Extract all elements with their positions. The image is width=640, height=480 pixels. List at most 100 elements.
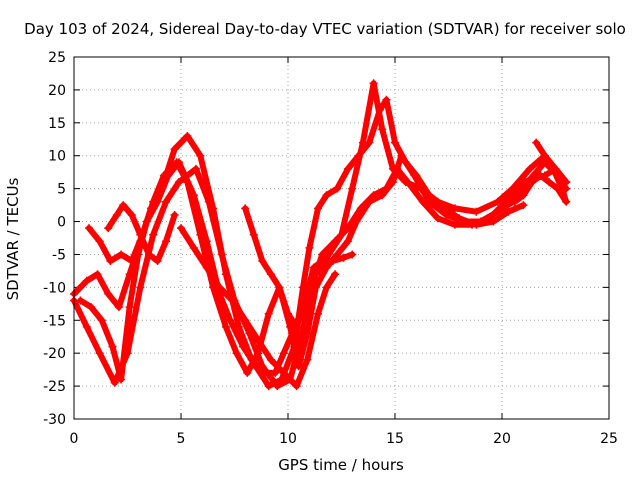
data-point [251,362,260,371]
y-tick-label: -10 [43,280,66,296]
data-point [378,125,387,134]
data-point [502,194,511,203]
data-point [226,316,235,325]
data-point [192,164,200,173]
data-point [292,322,301,331]
data-point [266,270,275,279]
x-tick-label: 20 [493,431,511,447]
data-point [95,349,104,358]
data-point [348,250,357,259]
data-point [112,211,121,219]
data-point [433,214,442,223]
data-point [532,138,541,147]
data-point [177,224,185,233]
data-point [324,250,333,259]
data-point [221,270,230,279]
y-tick-label: 0 [57,215,66,231]
y-axis-label: SDTVAR / TECUs [4,177,22,300]
data-point [525,164,534,173]
data-point [378,191,387,200]
data-point [125,303,134,312]
data-point [284,309,292,318]
data-point [303,355,312,364]
data-point [528,178,536,187]
data-point [119,201,128,210]
data-point [328,257,337,265]
data-point [489,217,498,226]
data-point [322,283,331,292]
data-point [189,243,198,252]
x-tick-label: 0 [70,431,79,447]
x-tick-label: 5 [177,431,186,447]
data-point [258,257,267,265]
data-point [97,316,106,325]
data-point [333,184,342,193]
data-point [493,207,502,216]
series-track-8 [503,139,570,205]
data-point [117,375,126,384]
data-point [472,207,481,216]
data-point [264,309,273,318]
data-point [314,309,322,318]
data-point [117,250,126,259]
x-axis-label: GPS time / hours [278,456,404,474]
data-point [440,204,449,213]
data-point [540,151,549,160]
data-point [87,303,96,312]
data-point [189,191,198,200]
data-point [153,257,162,265]
x-tick-label: 25 [600,431,618,447]
data-point [249,230,258,239]
data-point [183,132,192,140]
data-point [294,362,303,371]
data-point [553,184,562,193]
data-point [82,276,91,285]
data-point [343,237,352,246]
data-point [104,224,113,233]
y-tick-label: 20 [48,83,66,99]
data-point [545,178,554,187]
data-point [174,158,183,167]
data-point [136,230,145,239]
y-tick-label: -20 [43,346,66,362]
data-point [266,355,275,364]
y-tick-label: -15 [43,313,66,329]
data-point [305,243,314,252]
data-point [508,184,517,193]
y-tick-label: 5 [57,182,66,198]
data-point [136,283,145,292]
data-point [519,201,528,210]
data-point [144,250,153,259]
data-point [239,342,248,351]
data-point [388,178,397,187]
y-tick-label: -25 [43,379,66,395]
data-point [401,178,410,187]
data-point [209,204,218,213]
data-point [254,349,262,358]
data-point [504,207,513,216]
data-point [162,197,170,206]
data-point [450,220,459,229]
data-point [277,375,286,384]
data-point [108,342,117,351]
data-point [232,349,241,358]
data-point [170,145,179,154]
data-point [196,151,205,160]
data-point [93,270,102,279]
data-point [279,368,288,377]
data-point [279,349,288,358]
data-point [309,263,318,272]
data-point [337,230,346,239]
data-point [114,303,123,312]
data-point [254,336,262,344]
data-point [110,378,119,387]
data-point [241,204,250,213]
data-point [170,211,179,219]
data-point [264,382,273,391]
data-point [76,296,85,305]
data-point [127,211,136,219]
data-point [106,257,115,265]
data-point [519,191,528,200]
data-point [142,217,151,226]
